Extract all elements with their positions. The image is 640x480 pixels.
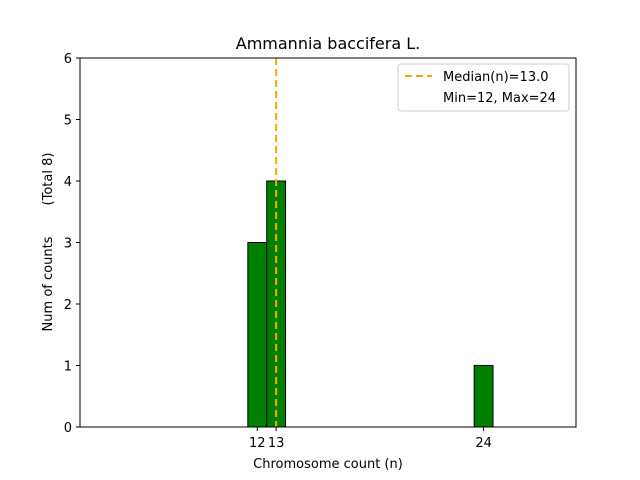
bar-24 <box>473 365 494 428</box>
y-tick-label-6: 6 <box>64 52 72 67</box>
legend-minmax-label: Min=12, Max=24 <box>443 91 556 106</box>
legend: Median(n)=13.0 Min=12, Max=24 <box>397 63 570 112</box>
y-tick-label-4: 4 <box>64 175 72 190</box>
y-tick-label-3: 3 <box>64 237 72 252</box>
x-tick-label-13: 13 <box>268 436 285 451</box>
y-tick-label-1: 1 <box>64 360 72 375</box>
bar-12 <box>247 242 268 428</box>
y-ticks: 0 1 2 3 4 5 6 <box>64 52 80 436</box>
y-tick-label-2: 2 <box>64 298 72 313</box>
y-tick-label-0: 0 <box>64 421 72 436</box>
x-ticks: 12 13 24 <box>249 427 492 451</box>
legend-box <box>397 63 570 112</box>
x-tick-label-12: 12 <box>249 436 266 451</box>
legend-median-label: Median(n)=13.0 <box>443 70 549 85</box>
bars-layer <box>87 180 554 428</box>
y-axis-total-note: (Total 8) <box>41 153 56 206</box>
chart-title: Ammannia baccifera L. <box>236 34 420 53</box>
x-tick-label-24: 24 <box>475 436 492 451</box>
x-axis-label: Chromosome count (n) <box>253 457 403 472</box>
y-axis-label: Num of counts <box>41 236 56 331</box>
y-tick-label-5: 5 <box>64 114 72 129</box>
